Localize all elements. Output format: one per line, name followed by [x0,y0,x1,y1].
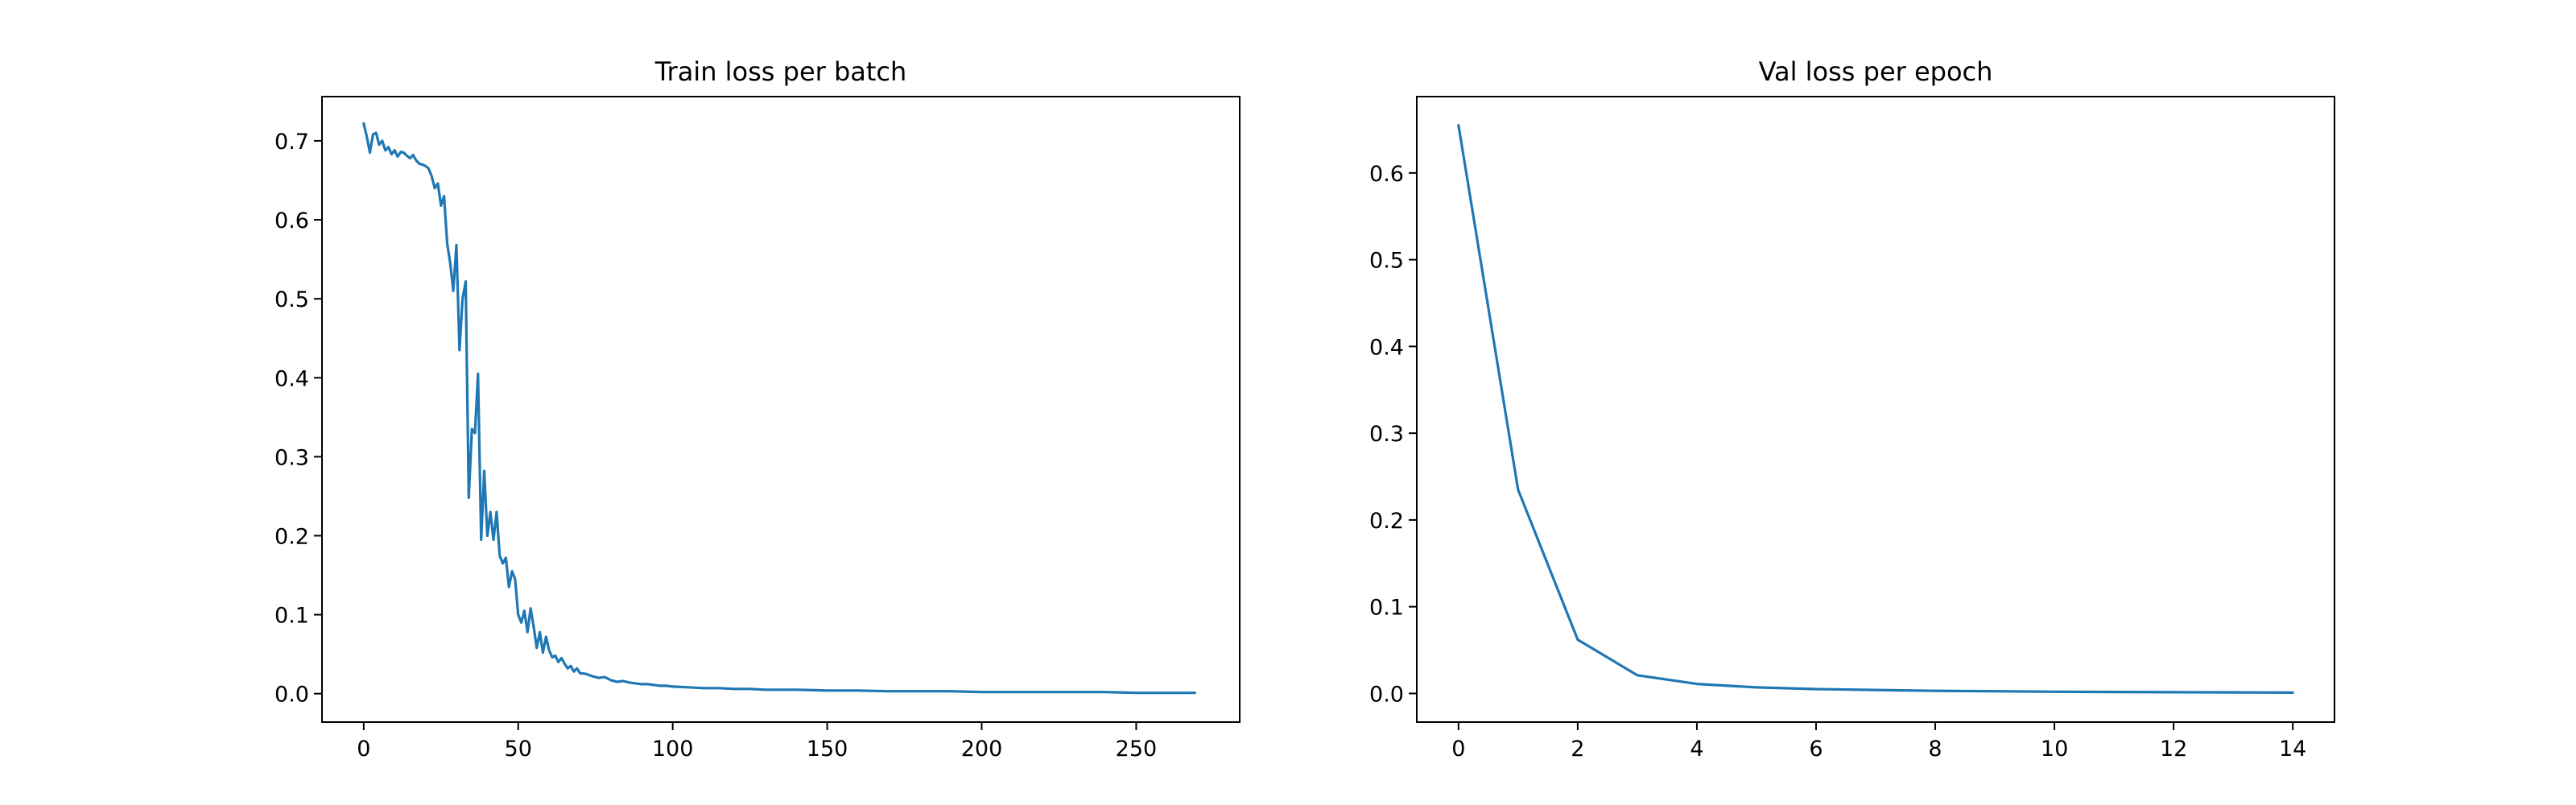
val-loss-y-tick-label: 0.3 [1369,422,1404,447]
val-loss-x-axis: 0 2 4 6 8 10 12 14 [1451,722,2306,762]
train-loss-y-tick-label: 0.0 [275,683,309,708]
train-loss-y-tick-label: 0.4 [275,366,309,391]
val-loss-y-tick-label: 0.4 [1369,335,1404,360]
train-loss-x-tick-label: 0 [357,737,370,762]
train-loss-x-tick-label: 100 [652,737,694,762]
val-loss-title: Val loss per epoch [1759,56,1993,87]
train-loss-plot-area [321,96,1241,723]
train-loss-y-tick-label: 0.2 [275,524,309,549]
val-loss-y-tick-label: 0.1 [1369,596,1404,621]
train-loss-x-tick-label: 200 [961,737,1003,762]
train-loss-x-tick-label: 150 [807,737,848,762]
val-loss-x-tick-label: 12 [2160,737,2187,762]
val-loss-y-tick-label: 0.2 [1369,509,1404,534]
train-loss-y-tick-label: 0.5 [275,287,309,312]
train-loss-title: Train loss per batch [654,56,907,87]
train-loss-y-tick-label: 0.3 [275,445,309,470]
val-loss-plot-area [1416,96,2335,723]
train-loss-series-group [362,122,1196,695]
val-loss-y-tick-label: 0.0 [1369,682,1404,707]
val-loss-y-tick-label: 0.6 [1369,162,1404,187]
train-loss-y-axis: 0.0 0.1 0.2 0.3 0.4 0.5 0.6 0.7 [275,130,322,708]
val-loss-y-axis: 0.0 0.1 0.2 0.3 0.4 0.5 0.6 [1369,162,1417,707]
train-loss-y-tick-label: 0.1 [275,604,309,629]
val-loss-x-tick-label: 8 [1928,737,1942,762]
train-loss-line [362,122,1196,695]
val-loss-x-tick-label: 4 [1690,737,1703,762]
train-loss-x-tick-label: 50 [505,737,532,762]
train-loss-panel: Train loss per batch 0 50 100 150 200 250 0.0… [275,56,1241,762]
val-loss-panel: Val loss per epoch 0 2 4 6 8 10 12 14 0.0 0.1 0.2… [1369,56,2335,762]
val-loss-y-tick-label: 0.5 [1369,249,1404,274]
val-loss-x-tick-label: 2 [1571,737,1584,762]
val-loss-x-tick-label: 6 [1809,737,1823,762]
train-loss-y-tick-label: 0.6 [275,208,309,233]
val-loss-series-group [1457,124,2294,694]
val-loss-x-tick-label: 14 [2279,737,2306,762]
val-loss-line [1457,124,2294,694]
train-loss-x-axis: 0 50 100 150 200 250 [357,722,1157,762]
train-loss-y-tick-label: 0.7 [275,130,309,155]
train-loss-x-tick-label: 250 [1116,737,1158,762]
val-loss-x-tick-label: 0 [1451,737,1465,762]
val-loss-x-tick-label: 10 [2041,737,2068,762]
